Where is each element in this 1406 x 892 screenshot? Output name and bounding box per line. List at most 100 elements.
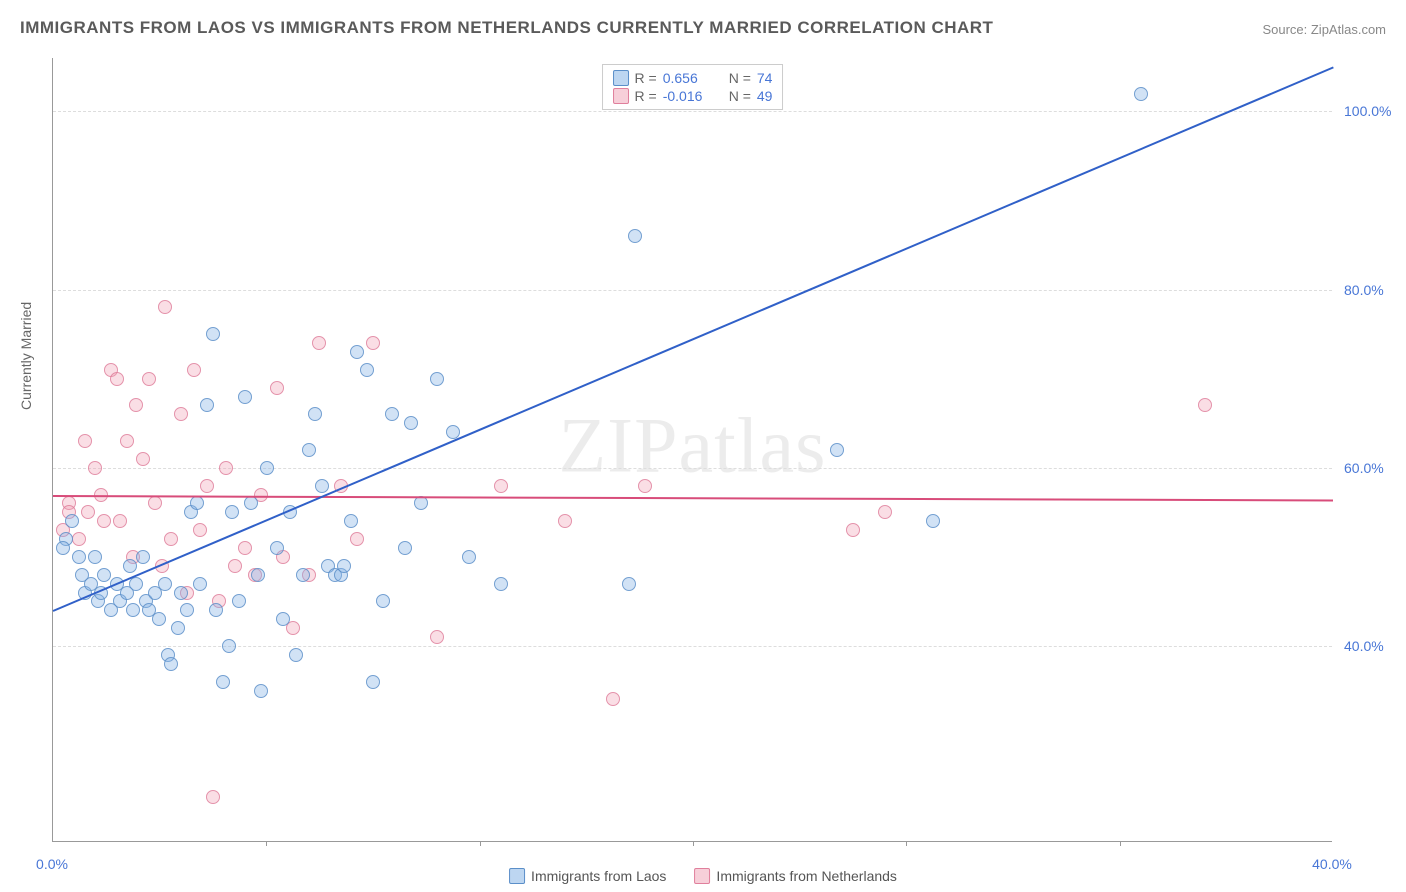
data-point-pink bbox=[164, 532, 178, 546]
data-point-pink bbox=[187, 363, 201, 377]
data-point-blue bbox=[174, 586, 188, 600]
watermark: ZIPatlas bbox=[559, 400, 827, 490]
data-point-blue bbox=[72, 550, 86, 564]
data-point-blue bbox=[260, 461, 274, 475]
data-point-pink bbox=[846, 523, 860, 537]
data-point-blue bbox=[56, 541, 70, 555]
data-point-pink bbox=[606, 692, 620, 706]
data-point-pink bbox=[97, 514, 111, 528]
data-point-pink bbox=[638, 479, 652, 493]
data-point-blue bbox=[366, 675, 380, 689]
data-point-blue bbox=[251, 568, 265, 582]
x-tick-label: 0.0% bbox=[36, 856, 68, 872]
data-point-blue bbox=[360, 363, 374, 377]
data-point-blue bbox=[244, 496, 258, 510]
data-point-blue bbox=[136, 550, 150, 564]
data-point-blue bbox=[180, 603, 194, 617]
data-point-pink bbox=[219, 461, 233, 475]
data-point-blue bbox=[622, 577, 636, 591]
data-point-blue bbox=[206, 327, 220, 341]
data-point-blue bbox=[398, 541, 412, 555]
y-tick-label: 80.0% bbox=[1344, 282, 1396, 298]
series-legend: Immigrants from Laos Immigrants from Net… bbox=[509, 868, 897, 884]
r-label: R = bbox=[635, 88, 657, 104]
x-minor-tick bbox=[266, 841, 267, 846]
data-point-blue bbox=[289, 648, 303, 662]
r-value-pink: -0.016 bbox=[663, 88, 715, 104]
data-point-pink bbox=[136, 452, 150, 466]
r-label: R = bbox=[635, 70, 657, 86]
data-point-pink bbox=[228, 559, 242, 573]
data-point-pink bbox=[81, 505, 95, 519]
data-point-pink bbox=[558, 514, 572, 528]
data-point-pink bbox=[174, 407, 188, 421]
chart-title: IMMIGRANTS FROM LAOS VS IMMIGRANTS FROM … bbox=[20, 18, 993, 38]
data-point-pink bbox=[129, 398, 143, 412]
data-point-blue bbox=[158, 577, 172, 591]
data-point-blue bbox=[404, 416, 418, 430]
data-point-blue bbox=[270, 541, 284, 555]
data-point-pink bbox=[200, 479, 214, 493]
data-point-pink bbox=[366, 336, 380, 350]
data-point-blue bbox=[337, 559, 351, 573]
data-point-pink bbox=[494, 479, 508, 493]
data-point-blue bbox=[462, 550, 476, 564]
data-point-blue bbox=[126, 603, 140, 617]
data-point-blue bbox=[376, 594, 390, 608]
x-minor-tick bbox=[693, 841, 694, 846]
gridline-h bbox=[53, 111, 1332, 112]
data-point-blue bbox=[88, 550, 102, 564]
data-point-blue bbox=[232, 594, 246, 608]
data-point-blue bbox=[315, 479, 329, 493]
data-point-pink bbox=[312, 336, 326, 350]
data-point-pink bbox=[206, 790, 220, 804]
legend-swatch-blue bbox=[613, 70, 629, 86]
n-label: N = bbox=[729, 88, 751, 104]
data-point-blue bbox=[190, 496, 204, 510]
data-point-pink bbox=[120, 434, 134, 448]
data-point-blue bbox=[350, 345, 364, 359]
data-point-blue bbox=[254, 684, 268, 698]
data-point-blue bbox=[123, 559, 137, 573]
y-tick-label: 60.0% bbox=[1344, 460, 1396, 476]
data-point-pink bbox=[238, 541, 252, 555]
legend-label-blue: Immigrants from Laos bbox=[531, 868, 666, 884]
data-point-blue bbox=[164, 657, 178, 671]
data-point-pink bbox=[430, 630, 444, 644]
legend-swatch-pink bbox=[694, 868, 710, 884]
data-point-blue bbox=[926, 514, 940, 528]
data-point-blue bbox=[276, 612, 290, 626]
data-point-blue bbox=[1134, 87, 1148, 101]
x-minor-tick bbox=[906, 841, 907, 846]
data-point-blue bbox=[296, 568, 310, 582]
data-point-blue bbox=[430, 372, 444, 386]
data-point-pink bbox=[193, 523, 207, 537]
data-point-blue bbox=[308, 407, 322, 421]
data-point-pink bbox=[78, 434, 92, 448]
data-point-blue bbox=[152, 612, 166, 626]
legend-row-pink: R = -0.016 N = 49 bbox=[613, 87, 773, 105]
legend-item-pink: Immigrants from Netherlands bbox=[694, 868, 897, 884]
data-point-blue bbox=[344, 514, 358, 528]
r-value-blue: 0.656 bbox=[663, 70, 715, 86]
data-point-pink bbox=[142, 372, 156, 386]
gridline-h bbox=[53, 468, 1332, 469]
data-point-pink bbox=[72, 532, 86, 546]
data-point-blue bbox=[830, 443, 844, 457]
legend-item-blue: Immigrants from Laos bbox=[509, 868, 666, 884]
correlation-legend: R = 0.656 N = 74 R = -0.016 N = 49 bbox=[602, 64, 784, 110]
x-minor-tick bbox=[480, 841, 481, 846]
data-point-pink bbox=[270, 381, 284, 395]
data-point-blue bbox=[414, 496, 428, 510]
data-point-blue bbox=[97, 568, 111, 582]
legend-label-pink: Immigrants from Netherlands bbox=[716, 868, 897, 884]
trend-line-blue bbox=[53, 67, 1334, 612]
data-point-blue bbox=[193, 577, 207, 591]
y-tick-label: 40.0% bbox=[1344, 638, 1396, 654]
data-point-blue bbox=[65, 514, 79, 528]
y-tick-label: 100.0% bbox=[1344, 103, 1396, 119]
data-point-pink bbox=[148, 496, 162, 510]
data-point-blue bbox=[494, 577, 508, 591]
data-point-blue bbox=[385, 407, 399, 421]
data-point-pink bbox=[110, 372, 124, 386]
